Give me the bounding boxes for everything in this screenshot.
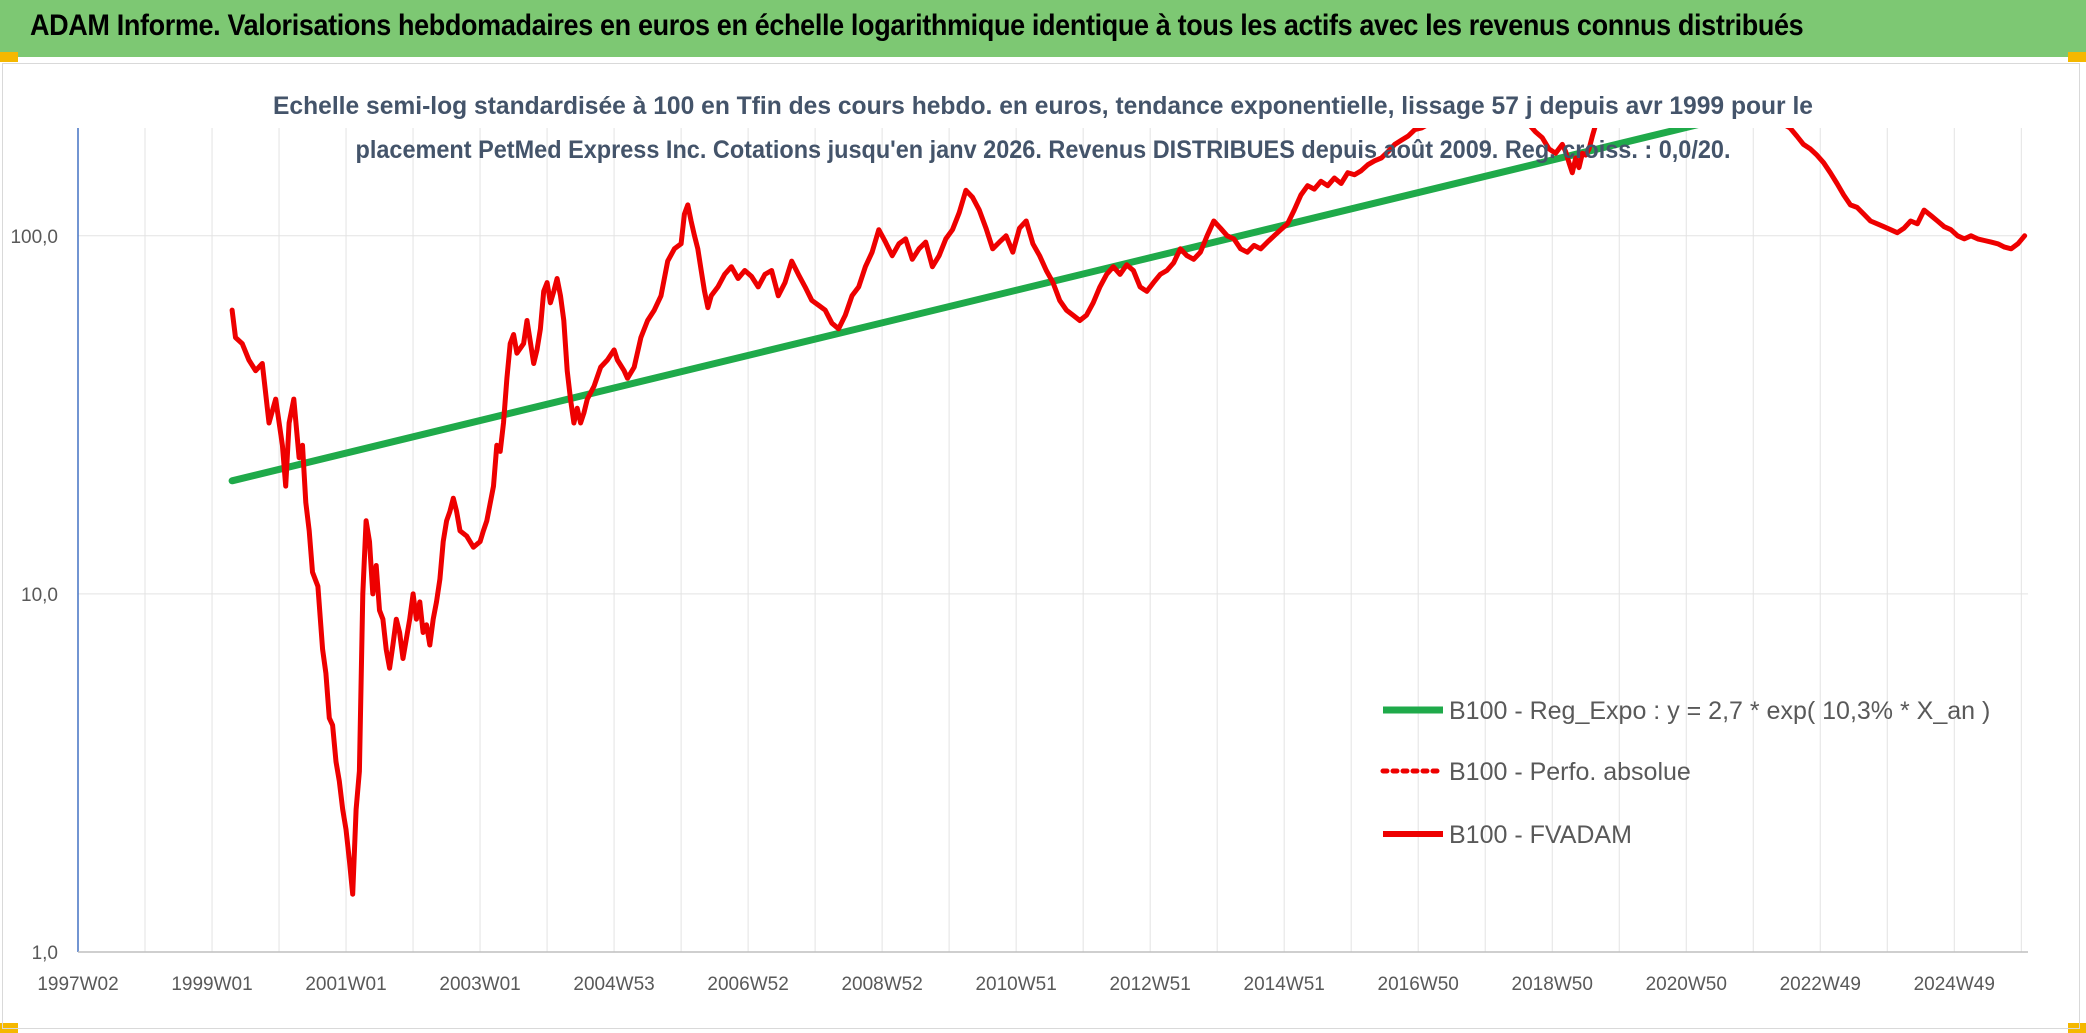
chart-title-line-2: placement PetMed Express Inc. Cotations … [356, 136, 1731, 164]
legend-label-regression: B100 - Reg_Expo : y = 2,7 * exp( 10,3% *… [1449, 697, 1990, 725]
chart-frame [2, 63, 2080, 1029]
legend-item-perfo-absolue: B100 - Perfo. absolue [1380, 758, 1691, 786]
x-tick-label: 2008W52 [841, 974, 922, 995]
y-tick-label: 100,0 [10, 227, 58, 248]
legend: B100 - Reg_Expo : y = 2,7 * exp( 10,3% *… [1380, 697, 1990, 849]
legend-item-fvadam: B100 - FVADAM [1383, 821, 1632, 849]
x-tick-label: 2018W50 [1512, 974, 1593, 995]
x-tick-label: 2022W49 [1780, 974, 1861, 995]
legend-label-fvadam: B100 - FVADAM [1449, 821, 1632, 849]
legend-label-perfo-absolue: B100 - Perfo. absolue [1449, 758, 1691, 786]
legend-item-regression: B100 - Reg_Expo : y = 2,7 * exp( 10,3% *… [1383, 697, 1990, 725]
series [228, 128, 2028, 897]
x-tick-label: 2003W01 [439, 974, 520, 995]
x-tick-label: 2016W50 [1378, 974, 1459, 995]
x-tick-label: 2014W51 [1244, 974, 1325, 995]
corner-marker-top-right [2068, 52, 2086, 62]
x-tick-label: 2024W49 [1914, 974, 1995, 995]
report-title: ADAM Informe. Valorisations hebdomadaire… [30, 9, 1804, 42]
fvadam-line [229, 128, 2028, 897]
x-tick-label: 2006W52 [707, 974, 788, 995]
regression-line [228, 128, 1699, 485]
x-tick-label: 1997W02 [37, 974, 118, 995]
x-tick-label: 2004W53 [573, 974, 654, 995]
x-tick-label: 2010W51 [975, 974, 1056, 995]
x-tick-label: 2012W51 [1109, 974, 1190, 995]
x-tick-label: 2001W01 [305, 974, 386, 995]
y-tick-label: 1,0 [32, 943, 58, 964]
corner-marker-top-left [0, 52, 18, 62]
report-header: ADAM Informe. Valorisations hebdomadaire… [0, 0, 2086, 57]
x-tick-label: 1999W01 [171, 974, 252, 995]
chart-title: Echelle semi-log standardisée à 100 en T… [273, 92, 1813, 164]
chart-title-line-1: Echelle semi-log standardisée à 100 en T… [273, 92, 1813, 120]
y-tick-label: 10,0 [21, 585, 58, 606]
tick-labels: 1,0 10,0 100,0 1997W02 1999W01 2001W01 2003W01… [10, 227, 1995, 995]
x-tick-label: 2020W50 [1646, 974, 1727, 995]
